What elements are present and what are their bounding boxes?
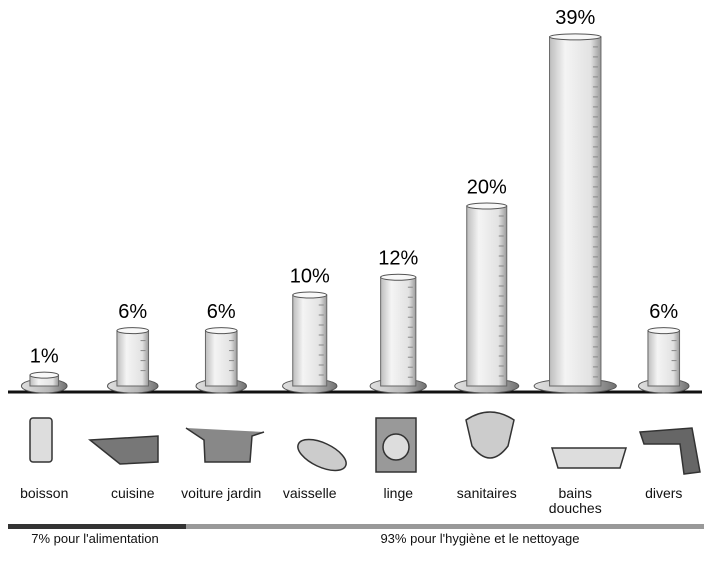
category-label: cuisine xyxy=(110,485,155,501)
icon-plate xyxy=(297,438,347,472)
value-label: 6% xyxy=(207,301,236,323)
icon-toilet xyxy=(465,411,515,459)
value-label: 6% xyxy=(118,301,147,323)
cylinder-top xyxy=(29,371,60,379)
category-label: sanitaires xyxy=(456,485,517,501)
value-label: 6% xyxy=(649,301,678,323)
group-label: 93% pour l'hygiène et le nettoyage xyxy=(380,531,580,546)
category-label: divers xyxy=(645,485,683,501)
group-bar xyxy=(8,524,186,529)
value-label: 39% xyxy=(555,7,595,29)
cylinder-top xyxy=(116,327,150,335)
icon-can xyxy=(185,427,265,463)
cylinder-top xyxy=(549,33,602,41)
value-label: 12% xyxy=(378,247,418,269)
bar xyxy=(647,330,681,387)
group-label: 7% pour l'alimentation xyxy=(31,531,159,546)
bar xyxy=(380,276,417,387)
category-label: boisson xyxy=(20,485,69,501)
icon-drum xyxy=(382,433,410,461)
bar xyxy=(549,36,602,387)
cylinder-top xyxy=(647,327,681,335)
value-label: 1% xyxy=(30,345,59,367)
value-label: 10% xyxy=(290,265,330,287)
cylinder-top xyxy=(380,273,417,281)
cylinder-top xyxy=(292,291,328,299)
category-label: voiture jardin xyxy=(181,485,262,501)
category-label: bains douches xyxy=(548,485,602,516)
category-label: vaisselle xyxy=(282,485,337,501)
value-label: 20% xyxy=(467,176,507,198)
category-label: linge xyxy=(383,485,414,501)
bar xyxy=(292,294,328,387)
icon-glass xyxy=(29,417,53,463)
cylinder-top xyxy=(466,202,508,210)
icons xyxy=(29,411,701,475)
icon-pan xyxy=(88,435,159,465)
bar xyxy=(116,330,150,387)
icon-bath xyxy=(550,447,628,469)
bar xyxy=(204,330,238,387)
cylinder-top xyxy=(204,327,238,335)
icon-tap xyxy=(638,427,701,475)
group-bar xyxy=(186,524,704,529)
